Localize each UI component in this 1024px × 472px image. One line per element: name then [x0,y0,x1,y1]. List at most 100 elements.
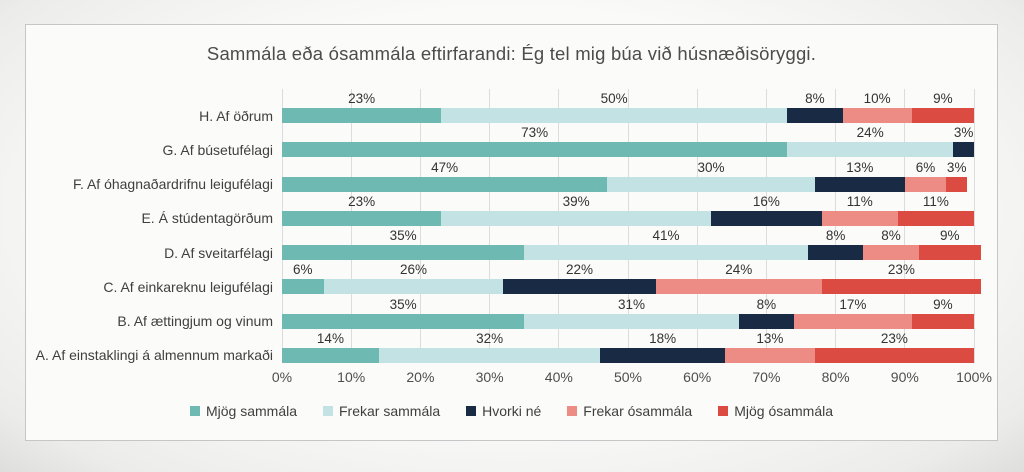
bar-segment [738,313,795,329]
bar-segment [911,108,974,123]
segment-label: 39% [562,193,590,209]
bar-row: 47% 30% 13% 6% 3% [282,160,974,192]
segment-label: 13% [756,330,784,346]
x-tick-label: 0% [271,369,293,385]
bar-segment [282,142,788,158]
segment-label: 17% [839,296,867,312]
gridline [696,89,698,363]
segment-label: 16% [752,193,780,209]
gridline [904,89,906,363]
segment-label: 3% [946,159,967,175]
legend: Mjög sammála Frekar sammála Hvorki né Freka… [26,403,997,419]
x-tick-label: 10% [337,369,366,385]
gridline [489,89,491,363]
bar-row: 73% 24% 3% [282,125,974,158]
gridline [350,89,352,363]
segment-label: 23% [887,262,915,278]
segment-label: 30% [697,159,725,175]
legend-item: Frekar ósammála [567,403,692,419]
bar-segment [282,210,442,226]
bar-segment [946,176,968,192]
category-label: G. Af búsetufélagi [162,141,273,158]
x-tick-label: 30% [475,369,504,385]
legend-item: Frekar sammála [323,403,440,419]
legend-label: Frekar sammála [339,403,441,419]
bar-row: 23% 39% 16% 11% 11% [282,194,974,226]
bar-segment [794,313,912,329]
bar-segment [503,279,656,295]
segment-label: 31% [617,296,645,312]
segment-label: 8% [805,91,825,106]
segment-label: 10% [863,91,891,106]
bar-segment [814,347,974,363]
bar-segment [441,108,788,123]
segment-label: 50% [600,91,628,106]
bar-segment [787,142,954,158]
legend-swatch [466,406,477,416]
category-label: D. Af sveitarfélagi [164,244,273,261]
segment-label: 13% [846,159,874,175]
bar-segment [918,245,981,260]
bar-segment [282,313,525,329]
plot-area: 23% 50% 8% 10% 9% 73% 24% 3% 47% 30% 13% 6% 3% 23% 39%… [281,89,981,363]
segment-label: 9% [933,296,953,312]
gridline [765,89,767,363]
category-label: A. Af einstaklingi á almennum markaði [35,347,273,364]
category-label: C. Af einkareknu leigufélagi [103,278,273,295]
bar-segment [282,176,608,192]
x-tick-label: 80% [821,369,850,385]
category-label: B. Af ættingjum og vinum [117,313,273,329]
bar-segment [911,313,974,329]
category-label: H. Af öðrum [199,107,273,124]
gridline [627,89,629,363]
gridline [558,89,560,363]
gridline [973,89,975,363]
segment-label: 14% [316,330,344,346]
segment-label: 35% [389,296,417,312]
bar-segment [600,347,725,363]
segment-label: 8% [756,296,777,312]
bar-row: 6% 26% 22% 24% 23% [282,262,981,295]
legend-label: Mjög sammála [205,403,297,419]
x-tick-label: 100% [956,369,992,385]
x-tick-label: 40% [544,369,573,385]
segment-label: 24% [856,125,884,141]
bar-row: 35% 41% 8% 8% 9% [282,228,981,260]
bar-segment [724,347,815,363]
segment-label: 23% [348,91,376,106]
legend-label: Hvorki né [482,403,542,419]
segment-label: 32% [476,330,504,346]
segment-label: 6% [915,159,936,175]
segment-label: 23% [348,193,376,209]
legend-label: Mjög ósammála [734,403,834,419]
segment-label: 9% [933,91,953,106]
segment-label: 6% [292,262,313,278]
x-axis: 0% 10% 20% 30% 40% 50% 60% 70% 80% 90% 100% [272,369,992,387]
bar-segment [711,210,822,226]
bar-segment [787,108,843,123]
category-label: F. Af óhagnaðardrifnu leigufélagi [72,176,273,192]
segment-label: 8% [881,228,901,243]
bar-segment [807,245,864,260]
bar-segment [842,108,912,123]
legend-item: Mjög ósammála [718,403,833,419]
segment-label: 41% [652,228,680,243]
chart-frame: Sammála eða ósammála eftirfarandi: Ég te… [25,24,998,441]
segment-label: 3% [953,125,974,141]
bar-segment [821,279,981,295]
bar-segment [323,279,504,295]
x-tick-label: 60% [683,369,712,385]
bar-segment [863,245,919,260]
bar-segment [904,176,947,192]
chart-title: Sammála eða ósammála eftirfarandi: Ég te… [206,43,817,64]
bar-segment [524,245,808,260]
legend-label: Frekar ósammála [583,403,693,419]
segment-label: 26% [399,262,427,278]
segment-label: 73% [521,125,549,141]
bar-segment [524,313,739,329]
bar-segment [607,176,815,192]
category-label: E. Á stúdentagörðum [141,210,273,227]
bar-row: 23% 50% 8% 10% 9% [282,91,974,123]
x-tick-label: 90% [890,369,919,385]
bar-row: 14% 32% 18% 13% 23% [282,331,974,363]
